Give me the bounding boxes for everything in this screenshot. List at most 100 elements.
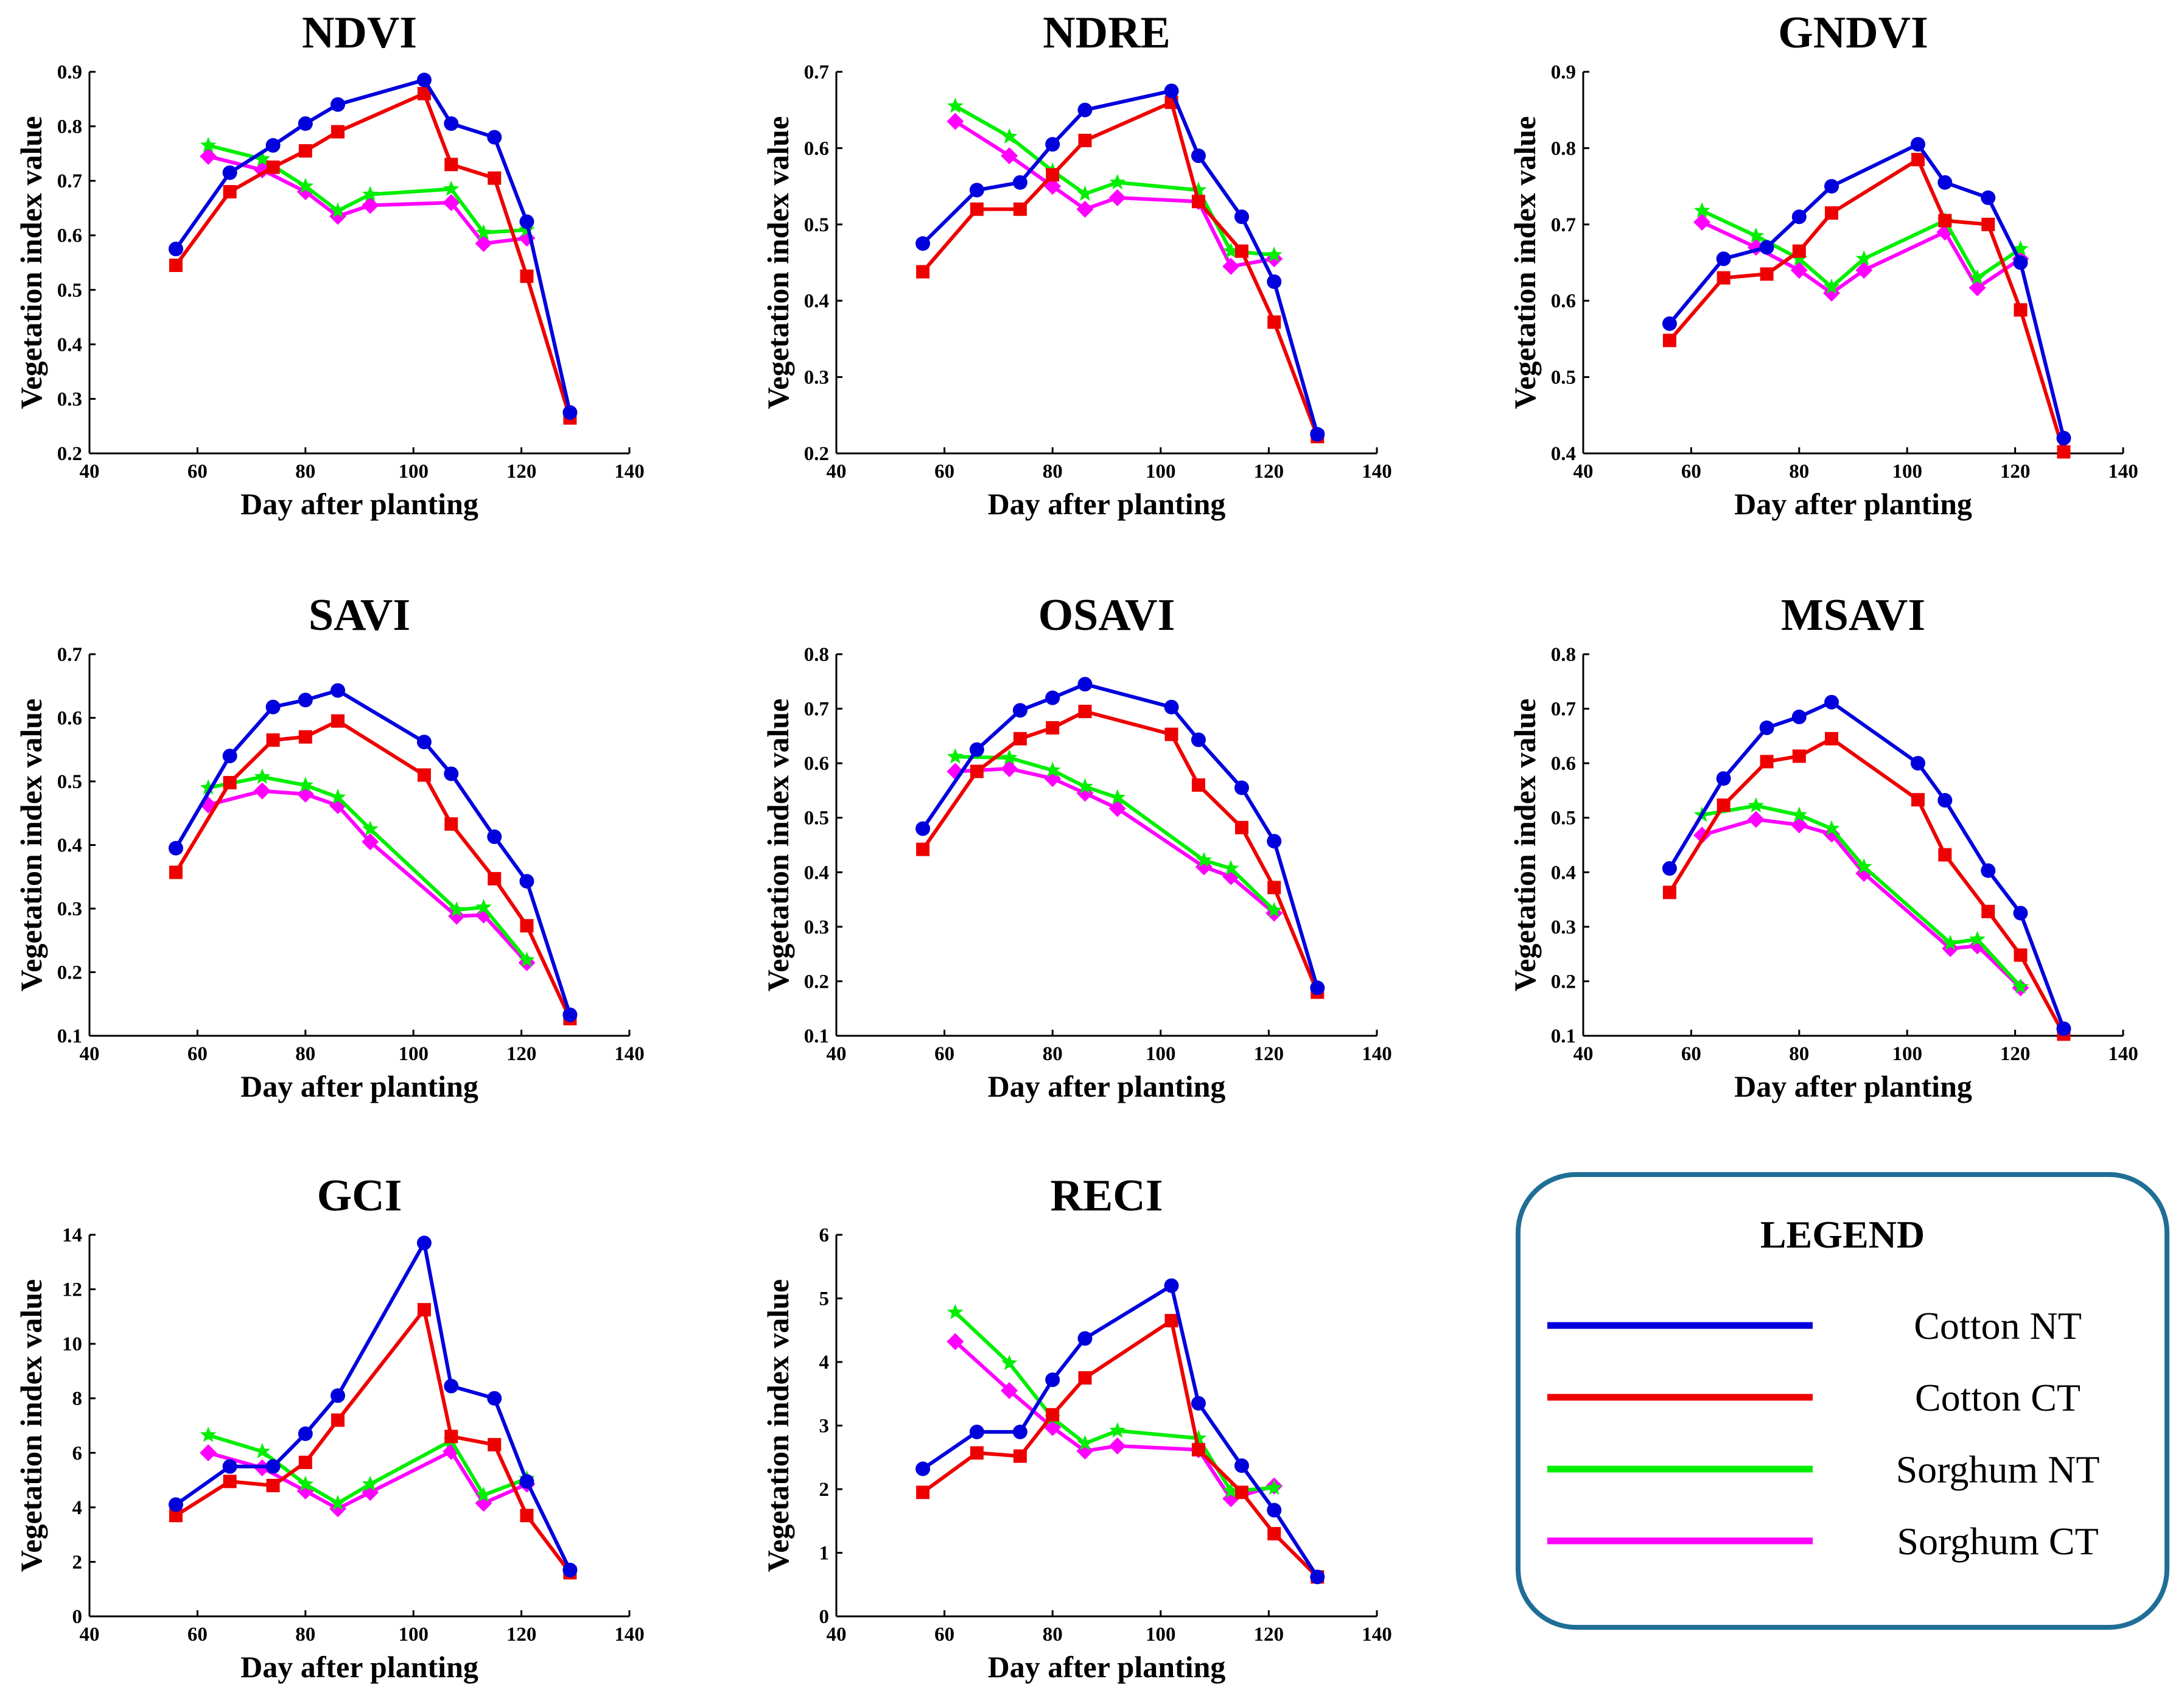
data-point bbox=[297, 178, 314, 194]
x-tick-label: 80 bbox=[1789, 1043, 1809, 1065]
x-tick-label: 140 bbox=[1362, 1624, 1392, 1646]
data-point bbox=[1077, 1331, 1093, 1346]
data-point bbox=[1824, 694, 1839, 710]
series-line bbox=[1668, 700, 2066, 1030]
data-point bbox=[1045, 137, 1060, 152]
data-point bbox=[222, 1459, 237, 1474]
data-point bbox=[947, 1304, 964, 1319]
x-tick-label: 100 bbox=[1146, 1043, 1176, 1065]
x-tick-label: 100 bbox=[1892, 1043, 1922, 1065]
data-point bbox=[1001, 760, 1018, 778]
data-point bbox=[1164, 699, 1179, 714]
data-point bbox=[916, 842, 930, 856]
data-point bbox=[1938, 214, 1952, 228]
data-point bbox=[298, 730, 312, 744]
data-point bbox=[1823, 825, 1841, 843]
data-point bbox=[1191, 148, 1206, 163]
y-tick-label: 0.9 bbox=[57, 61, 82, 83]
data-point bbox=[1693, 202, 1710, 218]
x-tick-label: 120 bbox=[506, 1043, 537, 1065]
x-axis-label: Day after planting bbox=[988, 1069, 1226, 1103]
series-sorghum-ct bbox=[1693, 811, 2029, 997]
data-point bbox=[1911, 153, 1925, 167]
data-point bbox=[519, 951, 535, 967]
data-point bbox=[200, 1444, 217, 1462]
data-point bbox=[1001, 749, 1018, 765]
data-point bbox=[1855, 250, 1872, 266]
data-point bbox=[1747, 811, 1765, 828]
y-tick-label: 0.5 bbox=[1551, 808, 1576, 829]
y-tick-label: 0.2 bbox=[1551, 971, 1576, 993]
data-point bbox=[169, 258, 183, 272]
data-point bbox=[947, 113, 964, 130]
y-tick-label: 0.3 bbox=[1551, 917, 1576, 938]
x-tick-label: 140 bbox=[2108, 1043, 2138, 1065]
data-point bbox=[1791, 209, 1807, 225]
y-tick-label: 0.3 bbox=[57, 388, 82, 410]
data-point bbox=[1823, 278, 1840, 294]
y-axis-label: Vegetation index value bbox=[14, 116, 48, 410]
data-point bbox=[1164, 1278, 1179, 1293]
series-line bbox=[208, 775, 528, 962]
y-tick-label: 0.7 bbox=[804, 699, 829, 721]
data-point bbox=[1855, 858, 1872, 874]
legend-box bbox=[1516, 1172, 2169, 1630]
x-tick-label: 140 bbox=[614, 461, 645, 483]
data-point bbox=[947, 97, 964, 113]
data-point bbox=[362, 833, 379, 851]
y-tick-label: 0.7 bbox=[57, 170, 82, 192]
data-point bbox=[331, 125, 345, 139]
data-point bbox=[488, 171, 502, 185]
x-tick-label: 40 bbox=[1573, 1043, 1594, 1065]
data-point bbox=[1077, 185, 1093, 201]
data-point bbox=[1825, 732, 1839, 746]
series-line bbox=[1701, 804, 2022, 988]
y-tick-label: 0.2 bbox=[57, 962, 82, 984]
series-cotton-nt bbox=[168, 1235, 578, 1577]
y-tick-label: 0.6 bbox=[1551, 753, 1576, 775]
y-tick-label: 0.8 bbox=[804, 644, 829, 666]
data-point bbox=[223, 776, 237, 790]
x-axis-label: Day after planting bbox=[1734, 1069, 1972, 1103]
data-point bbox=[520, 1509, 534, 1523]
data-point bbox=[1662, 333, 1676, 347]
series-line bbox=[175, 1308, 572, 1574]
legend: LEGEND Cotton NT Cotton CT Sorghum NT Sorgh… bbox=[1516, 1172, 2169, 1630]
data-point bbox=[1824, 179, 1839, 194]
data-point bbox=[970, 764, 984, 778]
data-point bbox=[1191, 778, 1205, 792]
chart-title: GCI bbox=[317, 1171, 402, 1221]
data-point bbox=[1001, 147, 1018, 164]
data-point bbox=[1792, 749, 1806, 763]
data-point bbox=[969, 183, 984, 198]
data-point bbox=[1190, 181, 1207, 197]
y-tick-label: 0.2 bbox=[804, 971, 829, 993]
y-tick-label: 0.8 bbox=[57, 116, 82, 138]
data-point bbox=[915, 821, 931, 836]
data-point bbox=[1717, 271, 1731, 285]
data-point bbox=[2013, 906, 2028, 921]
data-point bbox=[1234, 209, 1249, 225]
y-tick-label: 0.4 bbox=[804, 290, 829, 312]
data-point bbox=[1791, 806, 1808, 822]
data-point bbox=[1012, 703, 1027, 718]
data-point bbox=[1076, 200, 1094, 218]
data-point bbox=[265, 138, 281, 153]
series-cotton-nt bbox=[168, 683, 578, 1022]
x-tick-label: 60 bbox=[187, 1043, 208, 1065]
series-sorghum-nt bbox=[200, 136, 535, 240]
data-point bbox=[1969, 269, 1986, 285]
y-tick-label: 6 bbox=[819, 1224, 830, 1246]
x-tick-label: 120 bbox=[506, 1624, 537, 1646]
y-tick-label: 0.5 bbox=[57, 771, 82, 793]
chart-title: MSAVI bbox=[1781, 590, 1925, 640]
y-tick-label: 4 bbox=[819, 1352, 830, 1374]
data-point bbox=[1108, 1437, 1126, 1454]
data-point bbox=[947, 1333, 964, 1350]
y-tick-label: 0.8 bbox=[1551, 644, 1576, 666]
data-point bbox=[2013, 255, 2028, 270]
y-tick-label: 0.6 bbox=[57, 708, 82, 730]
x-axis-label: Day after planting bbox=[988, 487, 1226, 521]
y-tick-label: 10 bbox=[62, 1333, 82, 1355]
y-tick-label: 0.8 bbox=[1551, 138, 1576, 159]
